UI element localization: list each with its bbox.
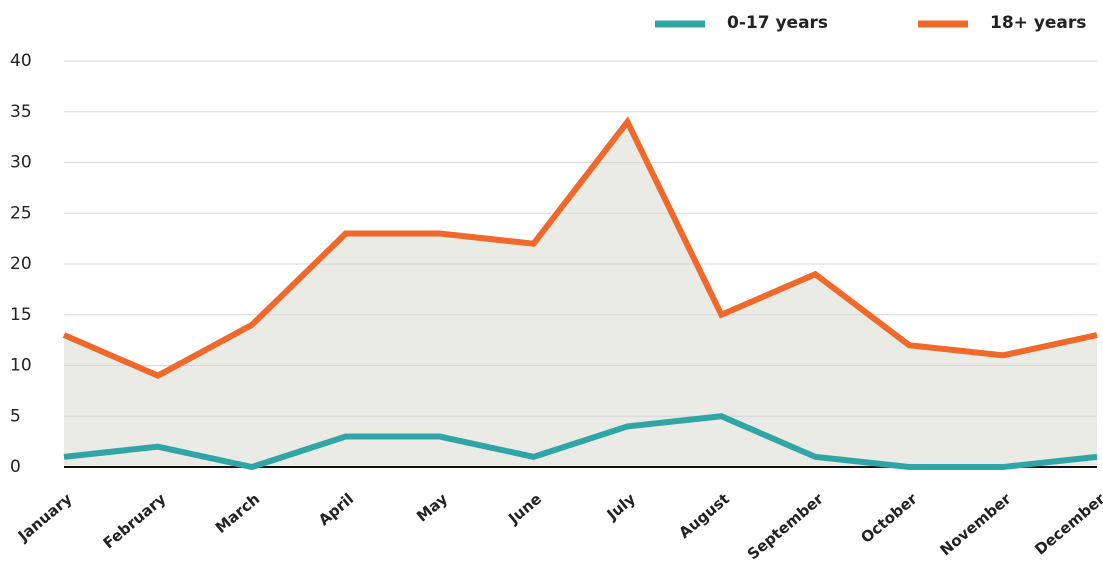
- y-tick-label: 20: [10, 254, 32, 274]
- line: [62, 116, 1098, 379]
- y-tick-label: 35: [10, 102, 32, 122]
- line: [63, 413, 1098, 471]
- x-tick-label: December: [1031, 489, 1103, 558]
- x-tick-label: August: [675, 490, 732, 542]
- y-tick-label: 30: [10, 153, 32, 173]
- x-tick-label: September: [744, 489, 827, 563]
- y-tick-label: 10: [10, 356, 32, 376]
- legend-label: 0-17 years: [727, 13, 828, 33]
- x-tick-label: October: [857, 489, 921, 547]
- x-tick-label: November: [937, 489, 1015, 559]
- y-tick-label: 25: [10, 203, 32, 223]
- area: [64, 121, 1097, 468]
- x-tick-label: January: [14, 490, 76, 546]
- y-tick-label: 40: [10, 51, 32, 71]
- y-tick-label: 0: [10, 457, 21, 477]
- x-tick-label: March: [212, 490, 263, 537]
- x-tick-label: February: [100, 490, 170, 553]
- x-tick-label: April: [315, 490, 357, 530]
- y-tick-label: 15: [10, 305, 32, 325]
- y-tick-label: 5: [10, 406, 21, 426]
- legend-label: 18+ years: [990, 13, 1086, 33]
- x-tick-label: May: [413, 490, 451, 526]
- x-tick-label: June: [504, 490, 545, 528]
- x-tick-label: July: [603, 490, 639, 525]
